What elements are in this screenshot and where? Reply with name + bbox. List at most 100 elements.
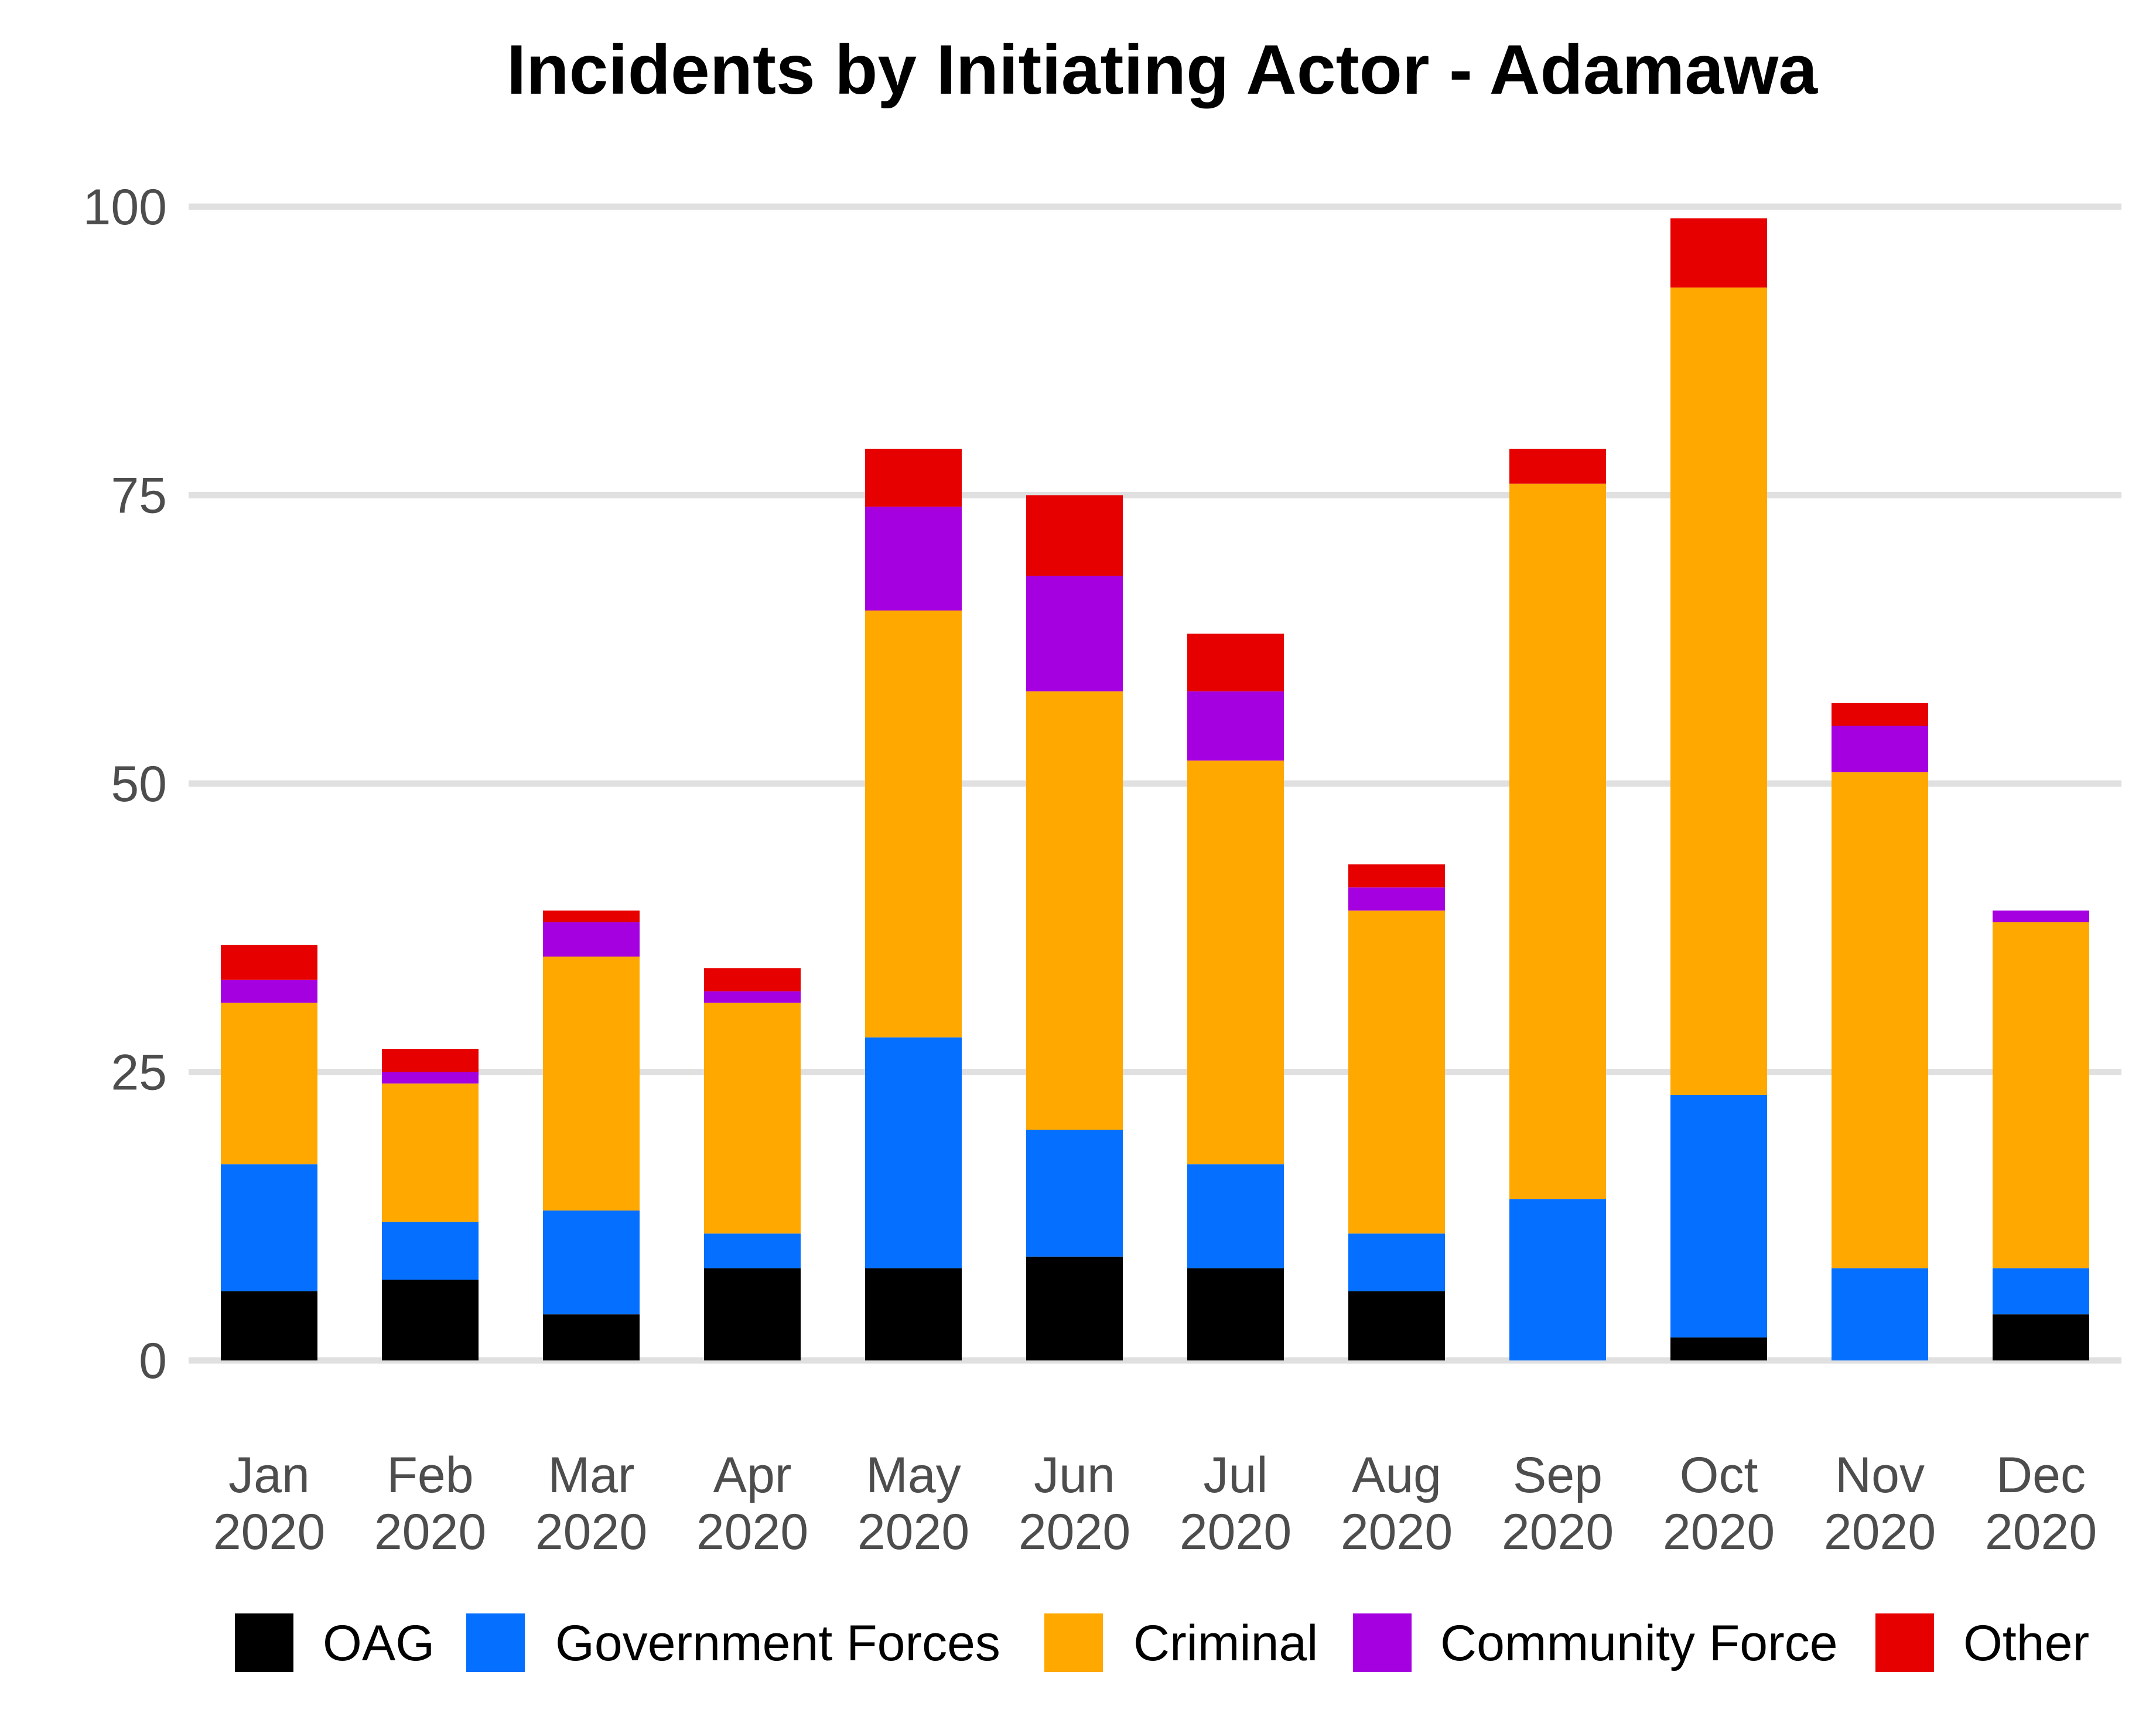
legend-swatch — [235, 1613, 293, 1672]
bar-segment — [543, 956, 640, 1211]
x-tick-label: 2020 — [696, 1504, 808, 1560]
bar-segment — [382, 1083, 479, 1222]
y-tick-label: 100 — [83, 179, 168, 235]
bar-segment — [1348, 1233, 1445, 1291]
bar-segment — [1993, 922, 2089, 1268]
bar-segment — [1026, 576, 1123, 692]
bar-segment — [382, 1222, 479, 1280]
chart-title: Incidents by Initiating Actor - Adamawa — [507, 30, 1818, 109]
bar-segment — [1026, 1130, 1123, 1257]
bar-segment — [221, 1003, 317, 1165]
x-axis-ticks: Jan2020Feb2020Mar2020Apr2020May2020Jun20… — [213, 1447, 2097, 1560]
x-tick-label: 2020 — [1019, 1504, 1130, 1560]
bar-segment — [382, 1072, 479, 1084]
x-tick-label: Feb — [387, 1447, 473, 1503]
legend-label: OAG — [323, 1615, 435, 1671]
bar-segment — [704, 991, 801, 1003]
bar-segment — [704, 1233, 801, 1268]
bar-segment — [1993, 1268, 2089, 1315]
bar-segment — [1670, 1095, 1767, 1338]
legend-label: Government Forces — [555, 1615, 1000, 1671]
y-tick-label: 0 — [139, 1333, 167, 1389]
bar-segment — [382, 1280, 479, 1360]
bar-segment — [1348, 887, 1445, 911]
bar-segment — [1993, 910, 2089, 922]
y-axis-ticks: 0 25 50 75 100 — [83, 179, 168, 1389]
bar-segment — [382, 1049, 479, 1072]
y-tick-label: 50 — [111, 756, 167, 812]
x-tick-label: 2020 — [1663, 1504, 1775, 1560]
bar-segment — [1026, 495, 1123, 576]
x-tick-label: Jul — [1204, 1447, 1268, 1503]
bar-segment — [1509, 1199, 1606, 1360]
x-tick-label: Sep — [1513, 1447, 1603, 1503]
x-tick-label: Nov — [1835, 1447, 1925, 1503]
x-tick-label: 2020 — [535, 1504, 647, 1560]
bar-segment — [1187, 691, 1284, 761]
bar-segment — [1670, 218, 1767, 288]
x-tick-label: Dec — [1996, 1447, 2086, 1503]
x-tick-label: 2020 — [1985, 1504, 2097, 1560]
bar-segment — [704, 968, 801, 991]
legend-label: Other — [1963, 1615, 2089, 1671]
x-tick-label: Aug — [1352, 1447, 1441, 1503]
legend-swatch — [466, 1613, 525, 1672]
x-tick-label: May — [866, 1447, 961, 1503]
bar-segment — [1509, 449, 1606, 484]
bar-segment — [221, 945, 317, 980]
bar-segment — [1187, 1268, 1284, 1360]
bar-segment — [865, 449, 962, 507]
legend-swatch — [1875, 1613, 1934, 1672]
bar-segment — [543, 1210, 640, 1315]
bar-segment — [865, 507, 962, 611]
bar-segment — [1832, 1268, 1928, 1360]
bar-segment — [1348, 864, 1445, 888]
x-tick-label: Apr — [713, 1447, 792, 1503]
x-tick-label: Mar — [548, 1447, 634, 1503]
bar-segment — [543, 910, 640, 922]
gridlines — [189, 203, 2121, 1364]
bar-segment — [1993, 1314, 2089, 1360]
x-tick-label: Oct — [1680, 1447, 1758, 1503]
bar-segment — [704, 1003, 801, 1234]
bar-segment — [221, 979, 317, 1003]
x-tick-label: 2020 — [1502, 1504, 1614, 1560]
bar-segment — [1670, 287, 1767, 1095]
bar-segment — [543, 1314, 640, 1360]
x-tick-label: 2020 — [1341, 1504, 1453, 1560]
bar-segment — [1670, 1337, 1767, 1360]
bar-segment — [1832, 772, 1928, 1268]
y-tick-label: 75 — [111, 468, 167, 524]
bar-segment — [865, 610, 962, 1038]
x-tick-label: 2020 — [374, 1504, 486, 1560]
bar-segment — [221, 1291, 317, 1360]
bars — [221, 218, 2089, 1360]
bar-segment — [543, 922, 640, 957]
bar-segment — [704, 1268, 801, 1360]
x-tick-label: 2020 — [1180, 1504, 1291, 1560]
bar-segment — [1348, 910, 1445, 1234]
bar-segment — [1832, 703, 1928, 726]
legend: OAG Government Forces Criminal Community Fo… — [235, 1613, 2089, 1672]
legend-swatch — [1353, 1613, 1412, 1672]
x-tick-label: 2020 — [213, 1504, 325, 1560]
bar-segment — [221, 1164, 317, 1291]
bar-segment — [1187, 633, 1284, 692]
bar-segment — [1026, 691, 1123, 1130]
x-tick-label: Jan — [228, 1447, 310, 1503]
bar-segment — [1026, 1256, 1123, 1360]
bar-segment — [1832, 726, 1928, 772]
bar-segment — [1187, 760, 1284, 1165]
bar-segment — [1348, 1291, 1445, 1360]
bar-segment — [1509, 483, 1606, 1199]
bar-segment — [1187, 1164, 1284, 1268]
x-tick-label: Jun — [1034, 1447, 1115, 1503]
legend-label: Community Force — [1440, 1615, 1838, 1671]
y-tick-label: 25 — [111, 1045, 167, 1101]
x-tick-label: 2020 — [857, 1504, 969, 1560]
x-tick-label: 2020 — [1824, 1504, 1936, 1560]
legend-label: Criminal — [1133, 1615, 1318, 1671]
bar-segment — [865, 1268, 962, 1360]
legend-swatch — [1044, 1613, 1103, 1672]
